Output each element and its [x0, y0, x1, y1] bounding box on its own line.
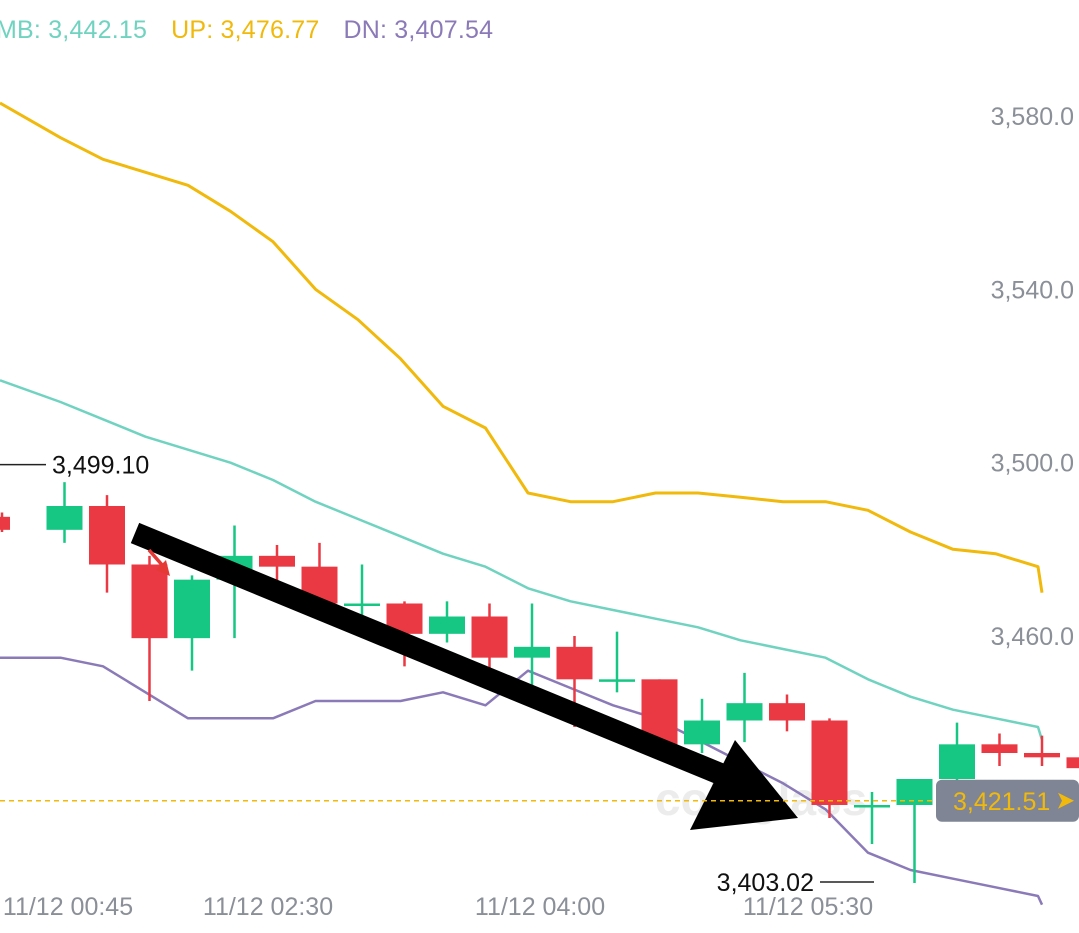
candle-3 — [131, 555, 168, 701]
candle-body — [46, 505, 83, 530]
candle-10 — [429, 601, 465, 643]
band-up-line — [0, 101, 1044, 593]
signal-arrow-head — [156, 560, 170, 576]
legend-mb: MB: 3,442.15 — [0, 16, 148, 44]
legend-up: UP: 3,476.77 — [171, 16, 320, 44]
candle-1 — [46, 482, 83, 543]
candle-17 — [726, 672, 763, 743]
candle-20 — [854, 791, 890, 844]
candle-body — [1066, 757, 1079, 769]
candle-11 — [471, 603, 508, 678]
candle-body — [471, 616, 508, 658]
y-tick-label: 3,500.0 — [991, 450, 1074, 478]
candle-12 — [514, 603, 550, 686]
candle-body — [259, 555, 295, 567]
candle-body — [854, 804, 890, 808]
candle-body — [556, 646, 593, 680]
high-marker-label: 3,499.10 — [52, 452, 149, 480]
signal-arrow-shaft — [147, 548, 165, 568]
indicator-legend: MB: 3,442.15 UP: 3,476.77 DN: 3,407.54 — [0, 16, 493, 52]
candle-18 — [769, 694, 805, 732]
candle-2 — [89, 495, 125, 593]
legend-dn: DN: 3,407.54 — [343, 16, 494, 44]
candle-body — [89, 505, 125, 565]
candle-0 — [0, 512, 10, 532]
candle-body — [599, 679, 635, 682]
trend-arrow-head — [690, 740, 798, 830]
candle-4 — [174, 575, 210, 671]
low-marker-label: 3,403.02 — [717, 869, 814, 897]
candle-body — [1024, 752, 1060, 758]
candle-24 — [1024, 735, 1060, 766]
x-tick-label: 11/12 05:30 — [743, 893, 873, 921]
band-dn-line — [0, 656, 1044, 906]
candle-16 — [684, 698, 720, 753]
y-tick-label: 3,460.0 — [991, 623, 1074, 651]
candle-14 — [599, 631, 635, 693]
current-price-arrow-icon — [1058, 792, 1074, 809]
candle-body — [344, 603, 380, 606]
x-tick-label: 11/12 02:30 — [203, 893, 333, 921]
candle-body — [769, 703, 805, 721]
current-price-label: 3,421.51 — [953, 788, 1050, 816]
volume-legend-strip — [0, 918, 1079, 933]
candle-body — [981, 744, 1018, 753]
candle-23 — [981, 733, 1018, 766]
candle-19 — [811, 718, 848, 818]
candle-body — [174, 579, 210, 639]
candle-body — [514, 646, 550, 658]
candle-body — [811, 720, 848, 805]
y-tick-label: 3,580.0 — [991, 103, 1074, 131]
candle-body — [429, 616, 465, 634]
x-tick-label: 11/12 00:45 — [3, 893, 133, 921]
candle-body — [131, 564, 168, 639]
x-tick-label: 11/12 04:00 — [475, 893, 605, 921]
y-tick-label: 3,540.0 — [991, 276, 1074, 304]
candle-body — [939, 744, 975, 779]
current-price-badge — [936, 779, 1079, 822]
trend-arrow-shaft — [130, 522, 740, 791]
candle-body — [726, 703, 763, 721]
candle-body — [0, 516, 10, 530]
candle-25 — [1066, 757, 1079, 769]
candle-body — [684, 720, 720, 745]
band-mb-line — [0, 379, 1044, 741]
